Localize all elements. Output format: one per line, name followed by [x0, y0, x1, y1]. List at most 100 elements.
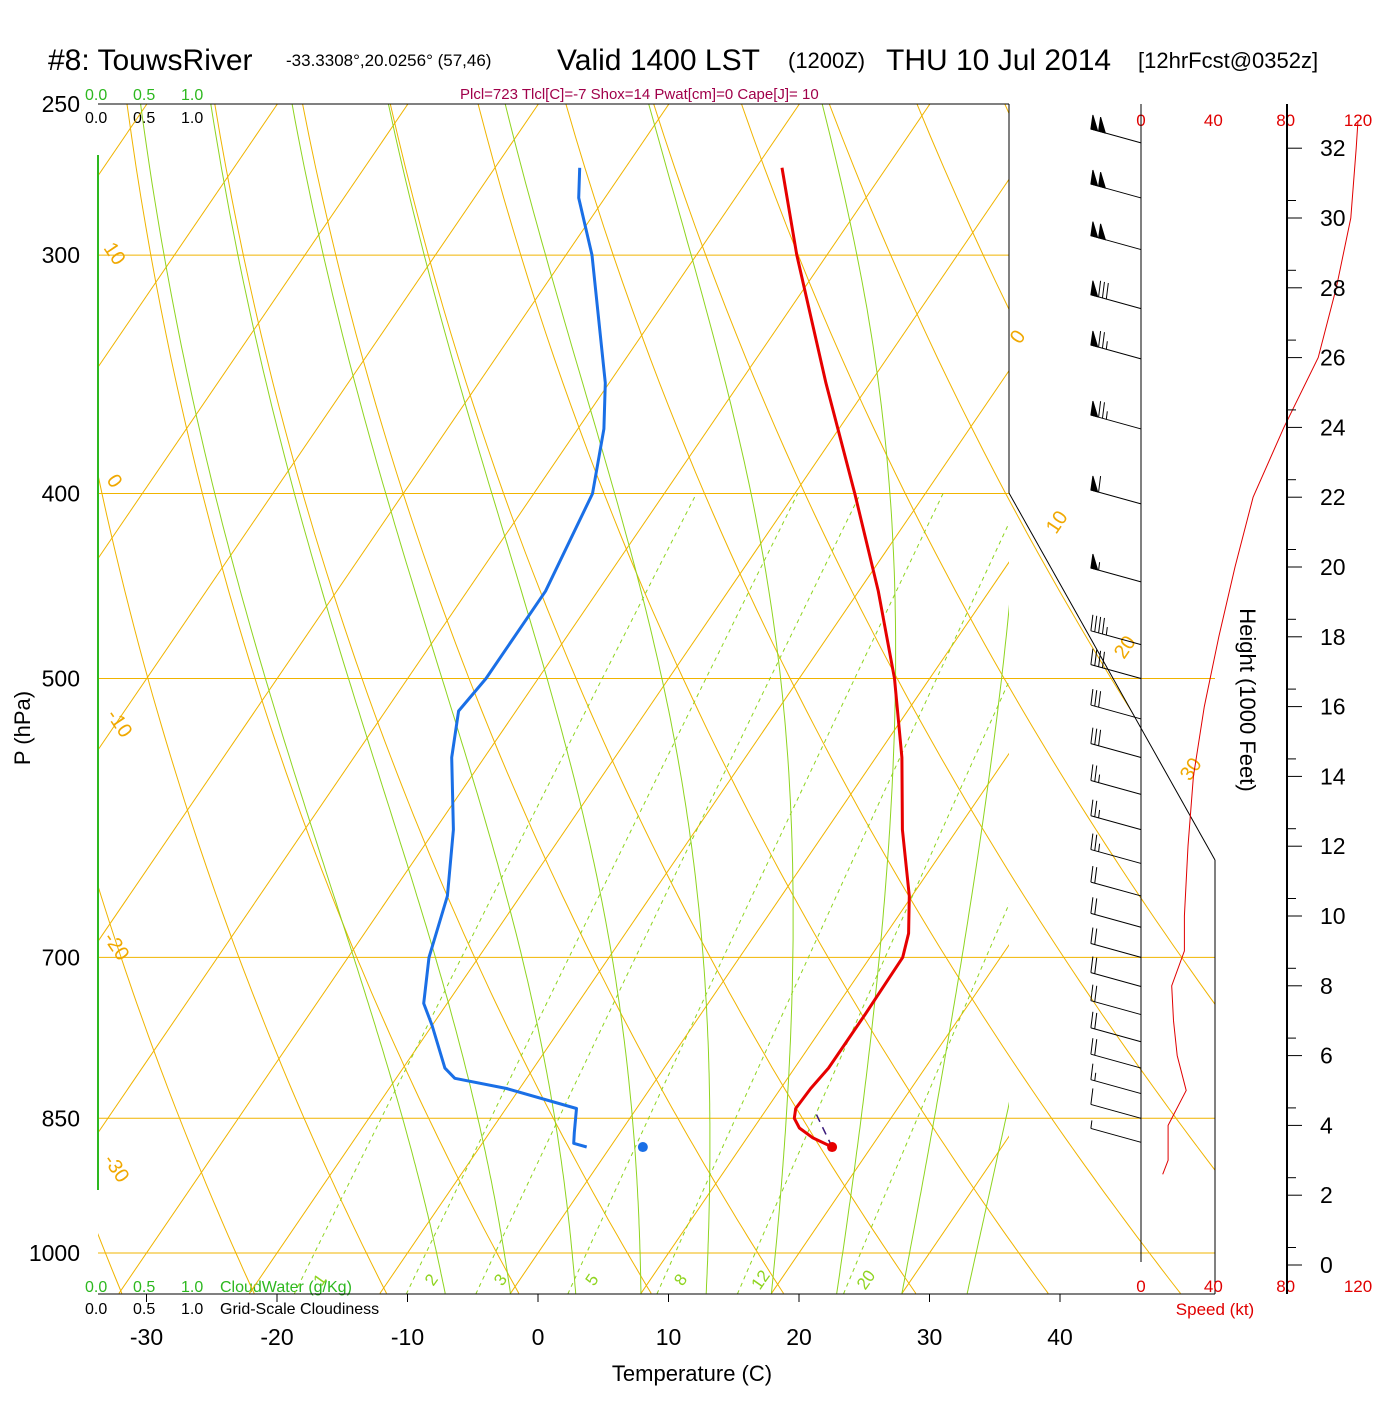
wind-barb	[1091, 1038, 1141, 1068]
moist-adiabat	[381, 70, 641, 1293]
wind-barb-staff	[1091, 1080, 1141, 1094]
pressure-tick-label: 400	[42, 481, 80, 507]
isotherm	[1032, 70, 1400, 1293]
temperature-tick-label: 30	[917, 1324, 943, 1350]
temperature-tick-label: 40	[1047, 1324, 1073, 1350]
isotherm-label: 0	[1006, 326, 1030, 348]
pressure-tick-label: 500	[42, 666, 80, 692]
wind-barb-feather	[1091, 928, 1093, 944]
wind-barb-feather	[1095, 729, 1097, 745]
wind-barb-feather	[1091, 866, 1093, 882]
wind-barb-feather	[1091, 1088, 1093, 1104]
moist-adiabat	[967, 70, 1183, 1293]
wind-barb	[1091, 170, 1141, 198]
wind-barb	[1091, 1064, 1141, 1094]
wind-barb-staff	[1091, 1054, 1141, 1068]
dry-adiabat	[643, 70, 1313, 1293]
wind-barb-feather	[1095, 766, 1097, 782]
isotherm-label: -20	[99, 928, 133, 964]
dry-adiabat	[36, 70, 387, 1293]
speed-tick-label-bottom: 0	[1136, 1277, 1145, 1296]
wind-barb-half-feather	[1106, 627, 1107, 635]
valid-time: Valid 1400 LST	[557, 44, 760, 77]
height-tick-label: 20	[1320, 554, 1346, 580]
wind-barb-feather	[1099, 730, 1101, 746]
station-title: #8: TouwsRiver	[48, 44, 253, 77]
speed-tick-label-bottom: 120	[1344, 1277, 1372, 1296]
wind-barb-half-feather	[1106, 341, 1107, 349]
cloud-tick-top-green: 1.0	[181, 87, 203, 104]
wind-barb-pennant	[1091, 115, 1098, 131]
height-tick-label: 22	[1320, 484, 1346, 510]
pressure-tick-label: 300	[42, 242, 80, 268]
mixing-ratio-line	[565, 494, 944, 1302]
isotherm	[510, 70, 1344, 1293]
mixing-ratio-label: 20	[853, 1267, 879, 1293]
height-axis-title: Height (1000 Feet)	[1235, 608, 1260, 791]
dry-adiabat-lines	[0, 70, 1400, 1293]
moist-adiabat	[136, 70, 445, 1293]
dry-adiabat	[123, 70, 519, 1293]
wind-barb-pennant	[1091, 281, 1098, 297]
wind-barb-feather	[1102, 282, 1104, 298]
wind-barb-feather	[1102, 332, 1104, 348]
height-tick-label: 28	[1320, 275, 1346, 301]
height-tick-label: 8	[1320, 973, 1333, 999]
wind-barb	[1091, 897, 1141, 927]
wind-barb-feather	[1091, 957, 1093, 973]
wind-barb-feather	[1095, 1013, 1097, 1029]
wind-barb	[1091, 281, 1141, 309]
wind-barb	[1091, 476, 1141, 504]
wind-barb-pennant	[1099, 224, 1106, 240]
height-tick-label: 16	[1320, 694, 1346, 720]
isotherm-lines	[0, 70, 1400, 1293]
wind-barb	[1091, 834, 1141, 864]
wind-barb-feather	[1091, 728, 1093, 744]
temperature-tick-label: 10	[656, 1324, 682, 1350]
mixing-ratio-line	[291, 494, 697, 1302]
pressure-tick-label: 850	[42, 1105, 80, 1131]
height-tick-label: 18	[1320, 624, 1346, 650]
wind-barb-feather	[1099, 281, 1101, 297]
wind-barb-feather	[1091, 1064, 1093, 1080]
wind-barb-feather	[1091, 985, 1093, 1001]
wind-barb-feather	[1091, 1038, 1093, 1054]
wind-barb-feather	[1099, 476, 1101, 492]
height-tick-label: 4	[1320, 1112, 1333, 1138]
isotherm	[249, 70, 1083, 1293]
wind-barb-feather	[1091, 800, 1093, 816]
speed-tick-label-bottom: 80	[1276, 1277, 1295, 1296]
height-tick-label: 0	[1320, 1252, 1333, 1278]
wind-barb-pennant	[1099, 117, 1106, 133]
wind-barb-feather	[1095, 958, 1097, 974]
wind-barb-pennant	[1099, 172, 1106, 188]
wind-barb-pennant	[1091, 170, 1098, 186]
cloud-tick-bottom-green: 1.0	[181, 1279, 203, 1296]
isotherm	[1163, 70, 1400, 1293]
wind-barb-feather	[1091, 764, 1093, 780]
valid-date: THU 10 Jul 2014	[886, 44, 1111, 77]
wind-barb-pennant	[1091, 331, 1098, 347]
dry-adiabat	[383, 70, 916, 1293]
wind-barb-feather	[1091, 897, 1093, 913]
wind-barb-feather	[1095, 690, 1097, 706]
wind-barb-feather	[1102, 402, 1104, 418]
wind-barb	[1091, 928, 1141, 958]
cloud-tick-bottom-black: 0.5	[133, 1301, 155, 1318]
dry-adiabat	[556, 70, 1180, 1293]
wind-barb-feather	[1099, 691, 1101, 707]
speed-tick-label-top: 40	[1204, 111, 1223, 130]
isotherm	[0, 70, 39, 1293]
height-tick-label: 12	[1320, 833, 1346, 859]
temperature-tick-label: -20	[260, 1324, 293, 1350]
dry-adiabat	[470, 70, 1049, 1293]
wind-barb-feather	[1099, 617, 1101, 633]
isotherm-label: -30	[99, 1150, 133, 1186]
dry-adiabat	[209, 70, 651, 1293]
cloud-tick-bottom-green: 0.5	[133, 1279, 155, 1296]
mixing-ratio-line	[403, 494, 798, 1302]
pressure-axis-title: P (hPa)	[10, 691, 35, 765]
cloud-water-label: CloudWater (g/Kg)	[220, 1279, 352, 1296]
wind-barb-staff	[1091, 1104, 1141, 1118]
